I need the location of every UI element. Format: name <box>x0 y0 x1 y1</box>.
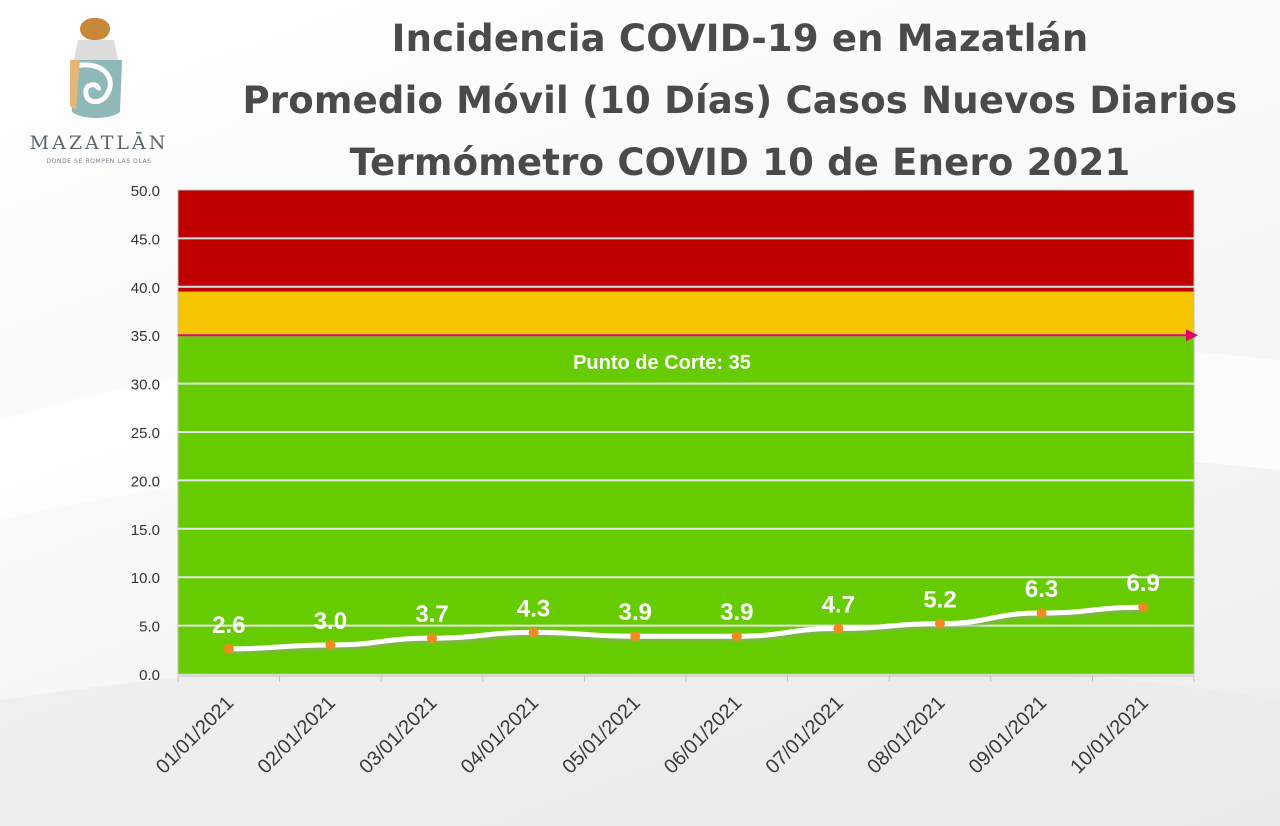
x-tick-label: 05/01/2021 <box>558 692 644 778</box>
data-label: 2.6 <box>212 612 245 639</box>
zone-band-0 <box>178 335 1194 674</box>
data-point <box>731 631 742 642</box>
x-tick-label: 09/01/2021 <box>965 692 1051 778</box>
data-label: 3.0 <box>314 608 347 635</box>
data-point <box>935 618 945 629</box>
logo-wordmark: MAZATLĀN <box>29 132 169 154</box>
y-tick-label: 40.0 <box>131 280 160 297</box>
data-label: 6.9 <box>1127 570 1160 597</box>
zone-band-2 <box>178 190 1194 292</box>
threshold-arrow-icon <box>1186 329 1198 342</box>
y-tick-label: 0.0 <box>139 667 160 684</box>
x-tick-label: 08/01/2021 <box>863 692 949 778</box>
title-line-1: Incidencia COVID-19 en Mazatlán <box>391 17 1089 60</box>
y-tick-label: 15.0 <box>131 522 160 539</box>
y-tick-label: 45.0 <box>131 231 160 248</box>
zone-band-1 <box>178 291 1194 336</box>
data-point <box>630 631 641 642</box>
y-tick-label: 10.0 <box>131 570 160 587</box>
data-label: 3.9 <box>619 599 652 626</box>
data-point <box>223 643 234 654</box>
mazatlan-logo: MAZATLĀN DONDE SE ROMPEN LAS OLAS <box>14 14 184 174</box>
y-tick-label: 20.0 <box>131 473 160 490</box>
x-tick-label: 03/01/2021 <box>355 692 441 778</box>
title-line-3: Termómetro COVID 10 de Enero 2021 <box>349 141 1131 184</box>
x-tick-label: 07/01/2021 <box>762 692 848 778</box>
data-point <box>427 633 437 644</box>
logo-tagline: DONDE SE ROMPEN LAS OLAS <box>46 158 152 165</box>
x-tick-label: 02/01/2021 <box>254 692 340 778</box>
y-tick-label: 50.0 <box>131 183 160 200</box>
data-label: 5.2 <box>923 587 956 614</box>
title-line-2: Promedio Móvil (10 Días) Casos Nuevos Di… <box>242 79 1238 122</box>
x-tick-label: 10/01/2021 <box>1066 692 1152 778</box>
x-tick-label: 04/01/2021 <box>457 692 543 778</box>
data-point <box>833 623 844 634</box>
x-tick-label: 01/01/2021 <box>152 692 238 778</box>
y-tick-label: 5.0 <box>139 619 160 636</box>
data-point <box>325 639 336 650</box>
data-point <box>1036 608 1047 619</box>
y-tick-label: 30.0 <box>131 377 160 394</box>
x-tick-label: 06/01/2021 <box>660 692 746 778</box>
mazatlan-emblem-icon <box>70 18 122 118</box>
threshold-label: Punto de Corte: 35 <box>573 352 751 374</box>
data-point <box>528 627 539 638</box>
y-tick-label: 25.0 <box>131 425 160 442</box>
data-label: 3.7 <box>415 601 448 628</box>
chart-title: Incidencia COVID-19 en Mazatlán Promedio… <box>200 8 1280 194</box>
y-tick-label: 35.0 <box>131 328 160 345</box>
data-label: 4.3 <box>517 595 550 622</box>
data-label: 4.7 <box>822 592 855 619</box>
series-line <box>228 604 1144 652</box>
data-point <box>1138 602 1149 613</box>
data-label: 3.9 <box>720 599 753 626</box>
data-label: 6.3 <box>1025 576 1058 603</box>
